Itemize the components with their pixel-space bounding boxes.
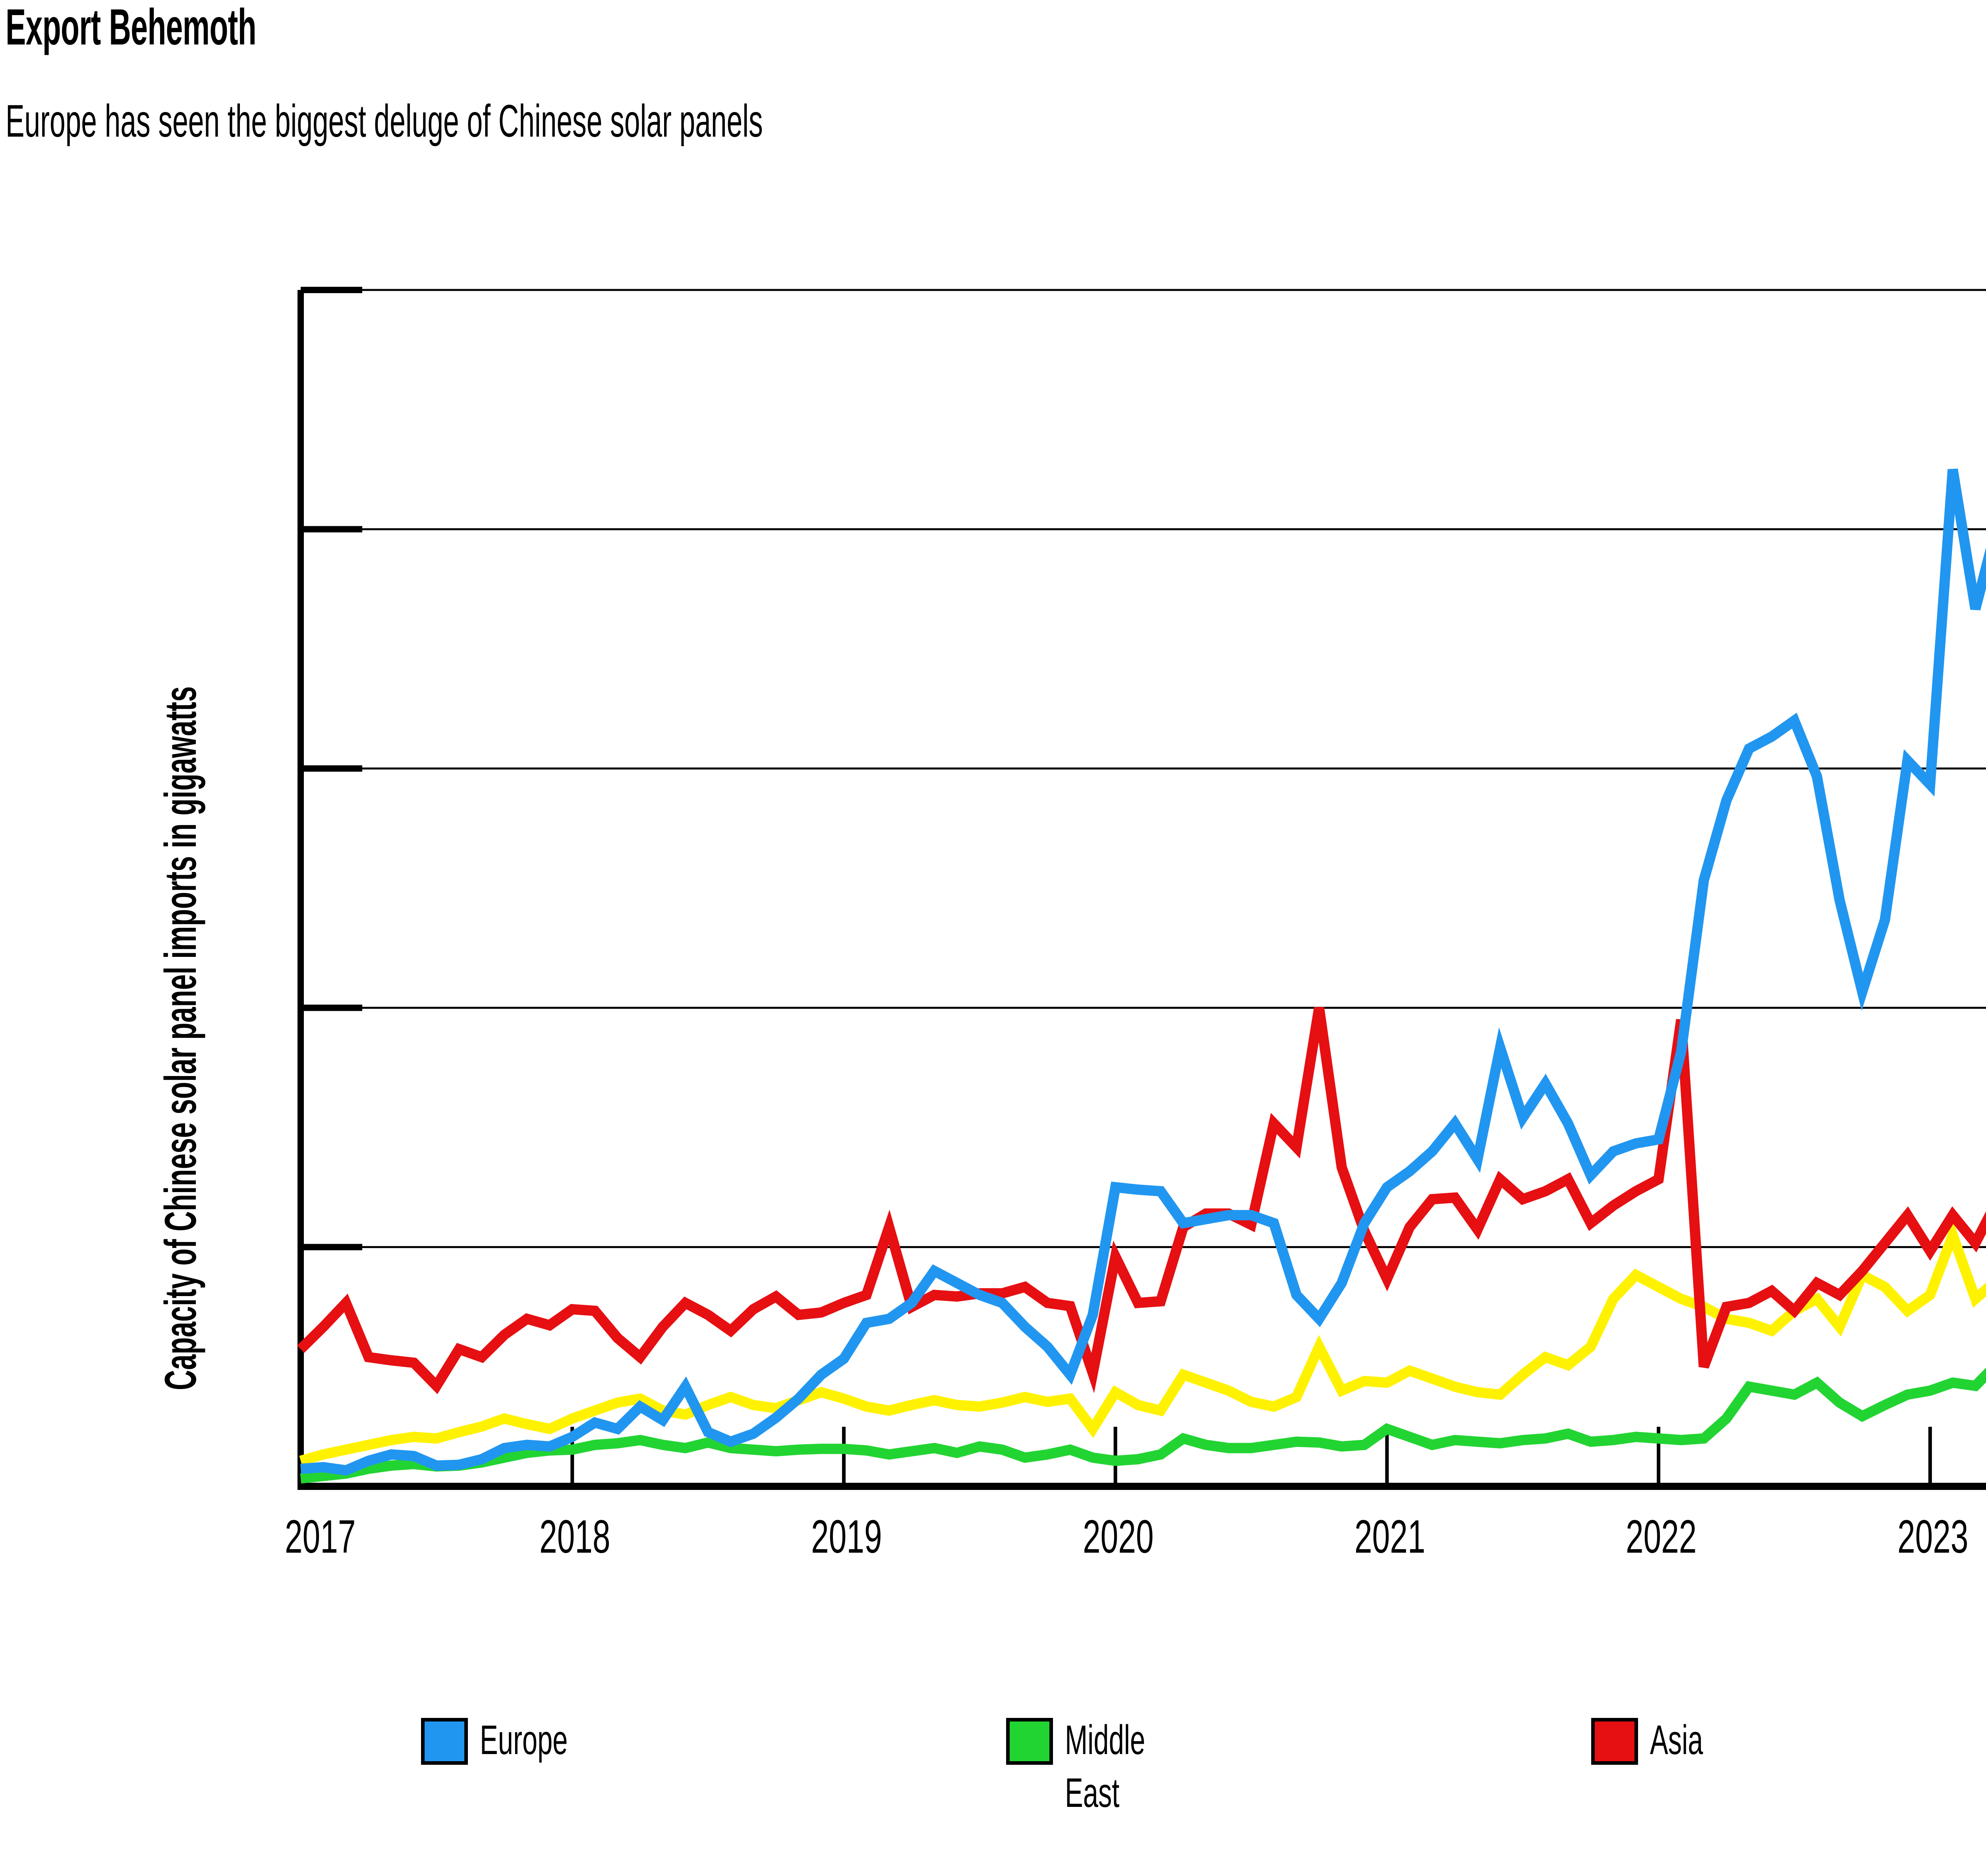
x-axis-tick-label: 2022 [1626, 1511, 1697, 1563]
x-axis-tick-label: 2023 [1897, 1511, 1969, 1563]
legend-label: Europe [480, 1717, 568, 1763]
page-title: Export Behemoth [6, 0, 257, 56]
legend-color-swatch [421, 1718, 468, 1765]
series-line-latin-america-and-the-caribbean [299, 1220, 1986, 1466]
legend-item[interactable]: Asia [1591, 1714, 1986, 1767]
legend-label: Asia [1650, 1717, 1703, 1763]
legend-color-swatch [1591, 1718, 1638, 1765]
x-axis-tick-label: 2019 [811, 1511, 882, 1563]
legend-item[interactable]: Europe [421, 1714, 956, 1767]
legend-item[interactable]: Middle East [1006, 1714, 1542, 1820]
x-axis-tick-label: 2020 [1082, 1511, 1154, 1563]
series-line-asia [297, 1007, 1986, 1394]
legend-label: Middle East [1065, 1717, 1146, 1816]
series-line-europe [300, 468, 1986, 1476]
x-axis-tick-label: 2017 [285, 1511, 356, 1563]
x-axis-tick-label: 2021 [1354, 1511, 1426, 1563]
legend-color-swatch [1006, 1718, 1053, 1765]
series-line-middle-east [300, 1368, 1986, 1484]
page-subtitle: Europe has seen the biggest deluge of Ch… [6, 96, 763, 147]
x-axis-tick-label: 2018 [539, 1511, 610, 1563]
